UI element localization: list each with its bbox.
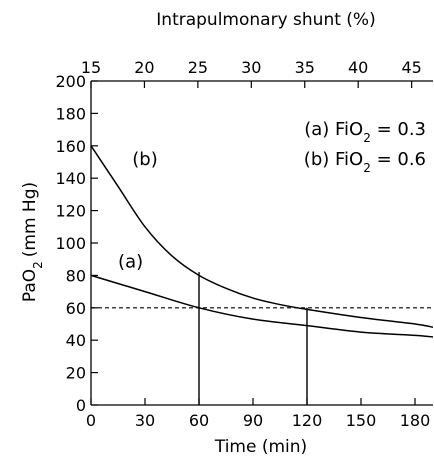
y-tick-label: 160 (55, 137, 86, 156)
curve-label-1: (a) (118, 251, 143, 272)
legend-entry-b-sub: 2 (363, 161, 371, 175)
y-axis-ticks: 0 20 40 60 80 100 120 140 160 180 200 (55, 72, 98, 415)
series-line-a (90, 274, 434, 338)
series-line-b (90, 145, 434, 328)
legend-entry-a-prefix: (a) FiO (304, 119, 363, 140)
y-tick-label: 140 (55, 169, 86, 188)
curve-label-0: (b) (132, 149, 157, 170)
x-axis-ticks: 0 30 60 90 120 150 180 (86, 398, 430, 430)
top-tick-label: 35 (295, 58, 315, 77)
x-tick-label: 90 (243, 411, 263, 430)
y-axis-title: PaO2 (mm Hg) (20, 182, 45, 302)
y-tick-label: 180 (55, 104, 86, 123)
top-tick-label: 40 (348, 58, 368, 77)
y-tick-label: 60 (66, 299, 86, 318)
legend: (a) FiO2 = 0.3 (b) FiO2 = 0.6 (304, 119, 426, 175)
reference-lines (91, 272, 433, 405)
y-axis-title-sub: 2 (31, 261, 45, 269)
legend-entry-b-prefix: (b) FiO (304, 149, 363, 170)
x-tick-label: 180 (400, 411, 431, 430)
x-tick-label: 60 (189, 411, 209, 430)
x-tick-label: 150 (346, 411, 377, 430)
y-tick-label: 40 (66, 331, 86, 350)
x-tick-label: 0 (86, 411, 96, 430)
y-axis-title-unit: (mm Hg) (20, 182, 40, 257)
y-tick-label: 120 (55, 202, 86, 221)
y-tick-label: 200 (55, 72, 86, 91)
legend-entry-a: (a) FiO2 = 0.3 (304, 119, 426, 145)
top-axis-ticks: 15 20 25 30 35 40 45 (81, 58, 422, 88)
legend-entry-b-suffix: = 0.6 (371, 149, 426, 170)
series-lines (90, 145, 434, 338)
top-axis-title: Intrapulmonary shunt (%) (156, 10, 375, 30)
y-tick-label: 80 (66, 266, 86, 285)
y-tick-label: 100 (55, 234, 86, 253)
x-tick-label: 120 (292, 411, 323, 430)
legend-entry-b: (b) FiO2 = 0.6 (304, 149, 426, 175)
top-tick-label: 45 (401, 58, 421, 77)
legend-entry-a-suffix: = 0.3 (371, 119, 426, 140)
top-tick-label: 15 (81, 58, 101, 77)
top-tick-label: 30 (241, 58, 261, 77)
x-tick-label: 30 (135, 411, 155, 430)
top-tick-label: 25 (188, 58, 208, 77)
top-tick-label: 20 (134, 58, 154, 77)
y-tick-label: 20 (66, 364, 86, 383)
y-axis-title-main: PaO (20, 269, 40, 302)
x-axis-title: Time (min) (214, 437, 307, 457)
legend-entry-a-sub: 2 (363, 131, 371, 145)
curve-labels: (b) (a) (118, 149, 158, 272)
y-tick-label: 0 (76, 396, 86, 415)
